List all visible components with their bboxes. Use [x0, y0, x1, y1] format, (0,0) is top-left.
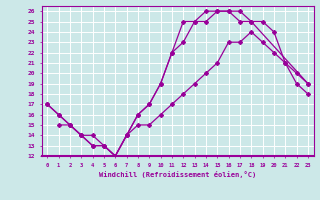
X-axis label: Windchill (Refroidissement éolien,°C): Windchill (Refroidissement éolien,°C) — [99, 171, 256, 178]
